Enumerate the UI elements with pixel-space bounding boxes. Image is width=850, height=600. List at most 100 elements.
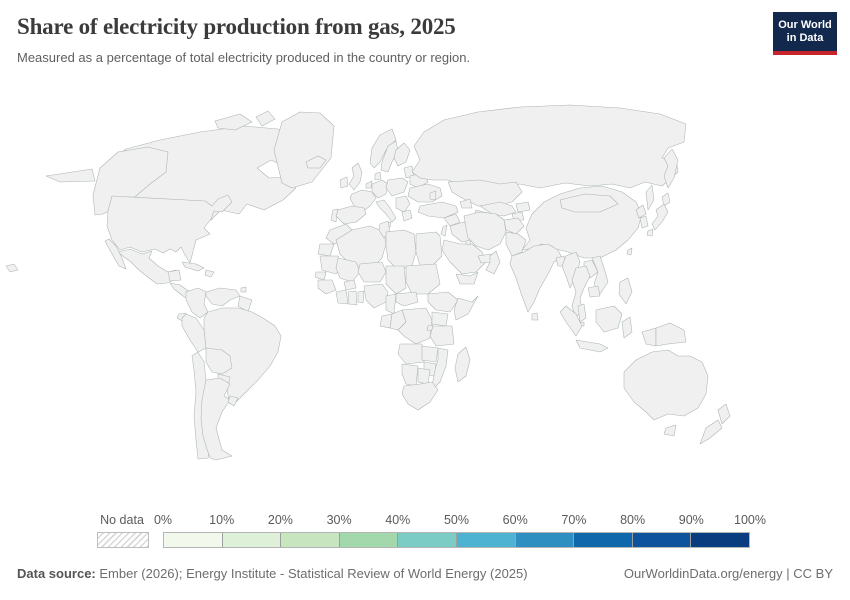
country-new-zealand[interactable] [717,403,731,425]
country-taiwan[interactable] [626,247,633,256]
country-pakistan[interactable] [505,231,527,257]
country-norway[interactable] [369,128,397,169]
country-greece[interactable] [401,209,413,222]
country-dominican-republic[interactable] [204,269,215,278]
country-mexico[interactable] [167,269,182,282]
country-syria[interactable] [443,213,461,227]
country-zambia[interactable] [421,345,439,363]
country-malaysia[interactable] [577,303,587,323]
country-vietnam[interactable] [591,255,609,295]
country-uruguay[interactable] [227,395,239,407]
country-libya[interactable] [385,229,417,271]
country-balkans[interactable] [395,195,411,213]
legend-bin-swatch-60-70%[interactable] [514,533,574,547]
country-united-states[interactable] [106,194,233,264]
country-botswana[interactable] [417,367,431,385]
country-united-states[interactable] [45,168,96,183]
country-finland[interactable] [393,142,411,167]
country-ghana[interactable] [347,290,358,306]
country-india[interactable] [509,243,563,313]
country-cote-divoire[interactable] [335,289,349,305]
owid-url-link[interactable]: OurWorldinData.org/energy [623,566,783,581]
country-colombia[interactable] [185,287,209,319]
country-canada[interactable] [255,110,276,127]
legend-bin-swatch-80-90%[interactable] [631,533,691,547]
country-indonesia[interactable] [595,305,623,333]
country-togo-benin[interactable] [357,290,365,304]
no-data-swatch[interactable] [97,532,149,548]
country-central-europe[interactable] [385,177,409,197]
country-iceland[interactable] [305,155,327,169]
country-central-african-republic[interactable] [395,291,419,307]
country-cuba[interactable] [181,261,205,272]
legend-bin-swatch-30-40%[interactable] [338,533,398,547]
country-greenland[interactable] [273,111,335,189]
country-peru[interactable] [181,313,207,353]
country-burkina-faso[interactable] [343,279,357,291]
country-ethiopia[interactable] [427,291,459,313]
legend-bin-swatch-0-10%[interactable] [164,533,222,547]
country-moldova[interactable] [429,190,437,201]
country-ireland[interactable] [339,176,349,189]
country-tanzania[interactable] [429,325,455,347]
country-trinidad-and-tobago[interactable] [240,286,247,293]
country-bolivia[interactable] [205,347,233,375]
country-indonesia[interactable] [621,316,633,339]
country-kazakhstan[interactable] [447,179,523,207]
country-portugal[interactable] [330,208,339,223]
country-israel[interactable] [440,224,448,237]
country-italy[interactable] [375,199,397,223]
country-low-countries[interactable] [365,180,373,189]
country-mexico[interactable] [104,238,127,270]
country-chad[interactable] [385,265,407,295]
country-north-korea[interactable] [635,204,647,219]
country-cameroon[interactable] [385,293,397,315]
country-south-africa[interactable] [401,381,439,411]
country-angola[interactable] [397,343,425,365]
country-niger[interactable] [357,261,387,283]
country-venezuela[interactable] [205,287,241,307]
country-kyrgyzstan[interactable] [515,201,531,213]
country-argentina[interactable] [200,377,233,461]
country-australia[interactable] [663,424,677,437]
country-yemen[interactable] [455,271,479,285]
country-papua-new-guinea[interactable] [655,322,687,347]
country-mozambique[interactable] [431,347,449,391]
country-united-states[interactable] [5,263,19,273]
legend-bin-swatch-50-60%[interactable] [455,533,515,547]
country-senegal[interactable] [314,271,327,281]
country-namibia[interactable] [401,363,419,387]
country-democratic-republic-of-congo[interactable] [397,307,433,345]
country-japan[interactable] [651,203,669,231]
country-kenya[interactable] [431,311,449,327]
legend-bin-swatch-10-20%[interactable] [221,533,281,547]
country-new-zealand[interactable] [699,419,723,445]
legend-bin-swatch-40-50%[interactable] [397,533,456,547]
country-united-kingdom[interactable] [348,162,363,191]
country-western-sahara[interactable] [317,243,335,257]
country-mongolia[interactable] [559,193,619,213]
country-sri-lanka[interactable] [531,312,539,321]
country-turkey[interactable] [417,201,459,219]
country-cambodia[interactable] [587,285,601,298]
legend-bin-swatch-70-80%[interactable] [573,533,632,547]
country-azerbaijan[interactable] [459,198,473,209]
country-south-korea[interactable] [639,215,649,229]
country-west-africa[interactable] [317,279,337,295]
country-mexico[interactable] [117,248,181,285]
country-indonesia[interactable] [641,327,657,347]
country-madagascar[interactable] [454,346,471,383]
country-japan[interactable] [646,228,654,237]
country-egypt[interactable] [415,231,443,267]
country-russia[interactable] [663,148,679,189]
country-australia[interactable] [623,349,709,421]
country-iran[interactable] [463,211,507,251]
country-kuwait[interactable] [465,239,472,246]
country-japan[interactable] [661,192,671,207]
country-oman[interactable] [485,250,501,275]
country-spain[interactable] [335,205,367,225]
country-sudan[interactable] [405,263,441,295]
country-russia[interactable] [411,104,687,189]
country-ukraine[interactable] [407,183,443,203]
country-denmark[interactable] [374,171,382,181]
